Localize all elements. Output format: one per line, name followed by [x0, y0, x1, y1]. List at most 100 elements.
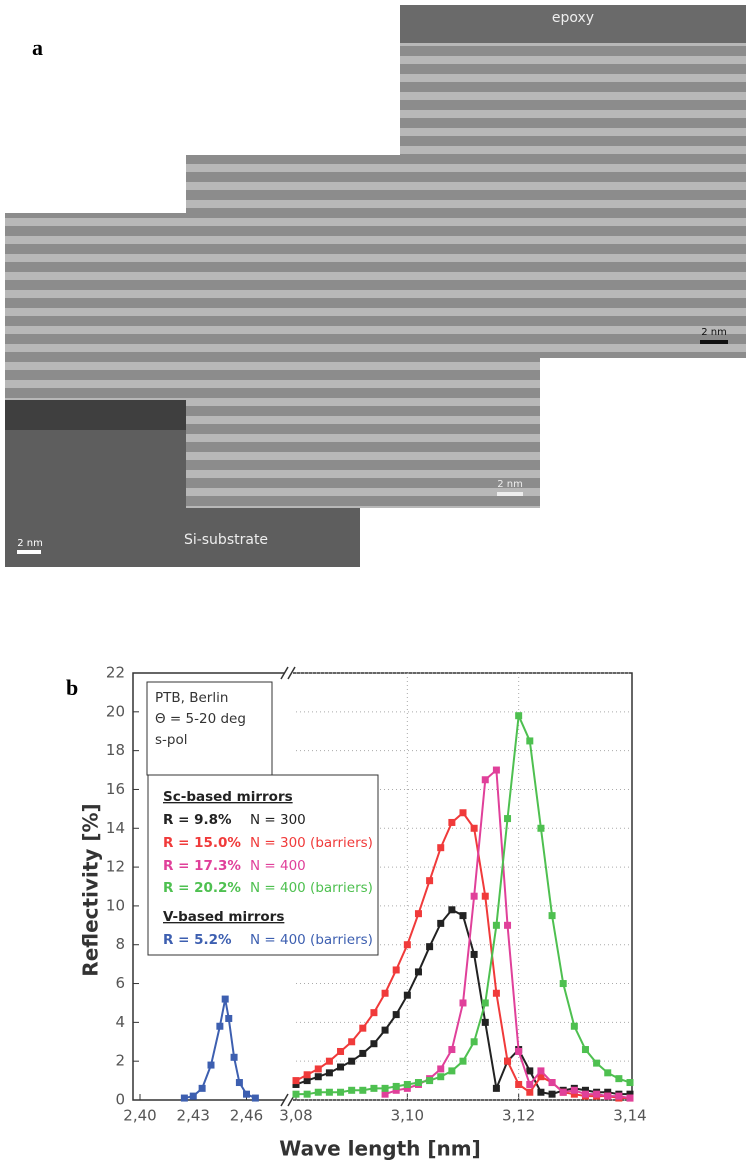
tem-image — [5, 5, 746, 567]
scale-bar — [700, 340, 728, 344]
x-tick-label: 3,10 — [391, 1107, 424, 1125]
data-point — [615, 1092, 623, 1100]
data-point — [426, 1077, 434, 1085]
data-point — [243, 1090, 250, 1098]
data-point — [459, 912, 467, 920]
substrate-label: Si-substrate — [184, 532, 268, 548]
scale-label: 2 nm — [497, 479, 523, 490]
data-point — [437, 919, 445, 927]
data-point — [515, 712, 523, 720]
data-point — [189, 1092, 197, 1100]
data-point — [626, 1094, 634, 1102]
y-tick-label: 18 — [106, 741, 125, 759]
axis-break — [280, 666, 289, 680]
axis-break-gap — [285, 669, 293, 677]
legend-note: N = 300 (barriers) — [250, 835, 373, 851]
data-point — [403, 1084, 411, 1092]
data-point — [370, 1084, 378, 1092]
data-point — [292, 1077, 300, 1085]
data-point — [581, 1046, 589, 1054]
data-point — [303, 1077, 311, 1085]
axis-break — [280, 1093, 289, 1107]
data-point — [626, 1079, 634, 1087]
y-tick-label: 16 — [106, 780, 125, 798]
data-point — [504, 1057, 512, 1065]
image-tile — [400, 5, 746, 358]
data-point — [470, 892, 478, 900]
data-point — [314, 1073, 322, 1081]
data-point — [414, 1079, 422, 1087]
data-point — [570, 1090, 578, 1098]
data-point — [537, 1073, 545, 1081]
data-point — [448, 1067, 456, 1075]
data-point — [180, 1094, 188, 1102]
axis-break — [287, 666, 296, 680]
data-point — [221, 995, 229, 1003]
data-point — [593, 1059, 601, 1067]
x-tick-label: 3,12 — [502, 1107, 535, 1125]
data-point — [348, 1057, 356, 1065]
x-tick-label: 2,40 — [123, 1107, 156, 1125]
data-point — [492, 989, 500, 997]
data-point — [381, 1026, 389, 1034]
data-point — [481, 1018, 489, 1026]
data-point — [604, 1069, 612, 1077]
legend-label: R = 5.2% — [163, 932, 232, 948]
y-tick-label: 6 — [115, 974, 125, 992]
data-point — [492, 766, 500, 774]
info-box — [146, 681, 273, 776]
data-point — [570, 1022, 578, 1030]
data-point — [403, 1080, 411, 1088]
data-point — [437, 1065, 445, 1073]
plot: 0 2 4 6 8 10 12 14 16 18 20 22 2,40 2,43 2,46 3,08 3,10 3… — [79, 664, 647, 1161]
data-point — [492, 921, 500, 929]
data-point — [492, 1084, 500, 1092]
data-point — [593, 1090, 601, 1098]
data-point — [403, 941, 411, 949]
info-text: PTB, Berlin — [155, 690, 228, 706]
legend-label: R = 9.8% — [163, 812, 232, 828]
data-point — [426, 877, 434, 885]
data-point — [537, 1088, 545, 1096]
x-tick-label: 3,14 — [613, 1107, 646, 1125]
data-point — [381, 1090, 389, 1098]
y-tick-label: 0 — [115, 1091, 125, 1109]
data-point — [325, 1069, 333, 1077]
data-point — [314, 1088, 322, 1096]
data-point — [615, 1075, 623, 1083]
data-point — [515, 1047, 523, 1055]
legend-label: R = 15.0% — [163, 835, 241, 851]
data-point — [359, 1049, 367, 1057]
data-point — [370, 1040, 378, 1048]
data-point — [414, 968, 422, 976]
info-text: s-pol — [155, 732, 187, 748]
data-point — [604, 1092, 612, 1100]
legend-note: N = 400 (barriers) — [250, 880, 373, 896]
data-point — [325, 1057, 333, 1065]
axis-break-gap — [285, 1096, 293, 1104]
y-tick-label: 2 — [115, 1052, 125, 1070]
data-point — [515, 1080, 523, 1088]
plot-frame — [132, 672, 633, 1101]
data-point — [230, 1053, 238, 1061]
panel-label: b — [66, 675, 78, 700]
data-point — [559, 1088, 567, 1096]
y-tick-label: 22 — [106, 664, 125, 682]
data-point — [526, 1088, 534, 1096]
data-point — [448, 818, 456, 826]
data-point — [548, 1079, 556, 1087]
data-point — [537, 824, 545, 832]
legend-note: N = 300 — [250, 812, 306, 828]
data-point — [225, 1014, 233, 1022]
y-tick-label: 4 — [115, 1013, 125, 1031]
data-point — [392, 1011, 400, 1019]
data-point — [325, 1088, 333, 1096]
data-point — [198, 1084, 206, 1092]
data-point — [470, 950, 478, 958]
data-point — [559, 980, 567, 988]
data-point — [414, 910, 422, 918]
data-point — [314, 1065, 322, 1073]
legend-label: R = 20.2% — [163, 880, 241, 896]
data-point — [470, 824, 478, 832]
data-point — [216, 1022, 224, 1030]
